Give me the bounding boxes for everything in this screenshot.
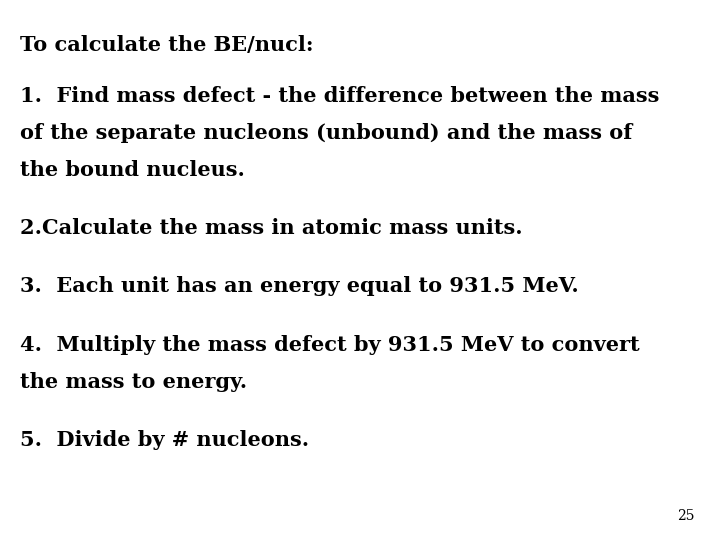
Text: To calculate the BE/nucl:: To calculate the BE/nucl: [20,35,314,55]
Text: 3.  Each unit has an energy equal to 931.5 MeV.: 3. Each unit has an energy equal to 931.… [20,276,579,296]
Text: the mass to energy.: the mass to energy. [20,372,247,392]
Text: of the separate nucleons (unbound) and the mass of: of the separate nucleons (unbound) and t… [20,123,632,143]
Text: 5.  Divide by # nucleons.: 5. Divide by # nucleons. [20,430,310,450]
Text: the bound nucleus.: the bound nucleus. [20,160,245,180]
Text: 2.Calculate the mass in atomic mass units.: 2.Calculate the mass in atomic mass unit… [20,218,523,238]
Text: 25: 25 [678,509,695,523]
Text: 1.  Find mass defect - the difference between the mass: 1. Find mass defect - the difference bet… [20,86,660,106]
Text: 4.  Multiply the mass defect by 931.5 MeV to convert: 4. Multiply the mass defect by 931.5 MeV… [20,335,640,355]
